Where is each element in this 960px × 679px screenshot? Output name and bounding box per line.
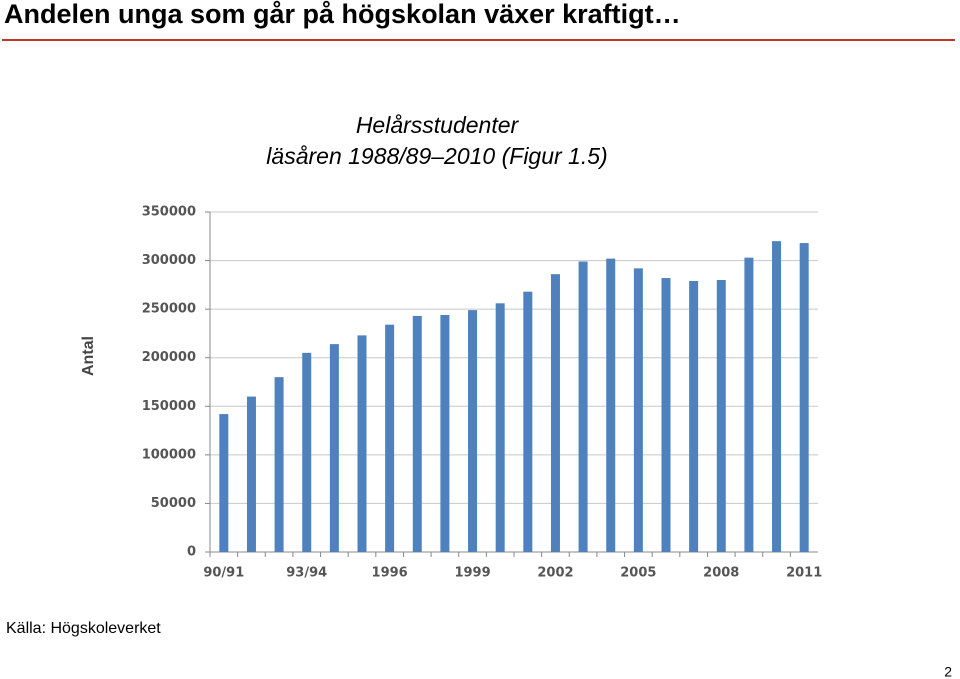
bar (606, 258, 616, 552)
x-tick-label: 2011 (786, 566, 822, 581)
y-tick-label: 50000 (151, 496, 196, 511)
bar (274, 377, 284, 552)
x-tick-label: 1999 (454, 566, 490, 581)
y-tick-label: 0 (187, 545, 196, 560)
bar (772, 241, 782, 552)
x-tick-label: 90/91 (203, 566, 244, 581)
bar (550, 274, 560, 552)
y-tick-label: 350000 (142, 205, 196, 220)
chart-title: Helårsstudenter (356, 112, 520, 138)
bar (716, 280, 726, 552)
plot: 0 50000 100000 150000 200000 250000 300000 3500… (142, 205, 823, 581)
bar (661, 278, 671, 552)
x-tick-label: 2002 (537, 566, 573, 581)
page-number: 2 (944, 664, 952, 679)
bar (412, 315, 422, 552)
bar (799, 243, 809, 553)
bar (246, 396, 256, 552)
bar (385, 324, 395, 552)
y-tick-label: 300000 (142, 253, 196, 268)
slide-title: Andelen unga som går på högskolan växer … (4, 0, 681, 29)
bar (440, 314, 450, 552)
chart-subtitle: läsåren 1988/89–2010 (Figur 1.5) (266, 143, 607, 169)
bar (357, 335, 367, 552)
y-tick-label: 100000 (142, 447, 196, 462)
bar (689, 280, 699, 552)
bar (578, 261, 588, 552)
bar (633, 268, 643, 552)
bar (302, 352, 312, 552)
bar (468, 310, 478, 552)
x-tick-label: 93/94 (286, 566, 327, 581)
y-tick-label: 200000 (142, 350, 196, 365)
y-tick-label: 150000 (142, 399, 196, 414)
source: Källa: Högskoleverket (6, 620, 161, 637)
bar (219, 414, 229, 552)
x-tick-label: 2005 (620, 566, 656, 581)
bar (744, 257, 754, 552)
x-tick-label: 1996 (372, 566, 408, 581)
bar (523, 291, 533, 552)
y-axis-label: Antal (80, 336, 97, 376)
bar (495, 303, 505, 552)
x-tick-label: 2008 (703, 566, 739, 581)
y-tick-label: 250000 (142, 302, 196, 317)
bar (329, 344, 339, 552)
